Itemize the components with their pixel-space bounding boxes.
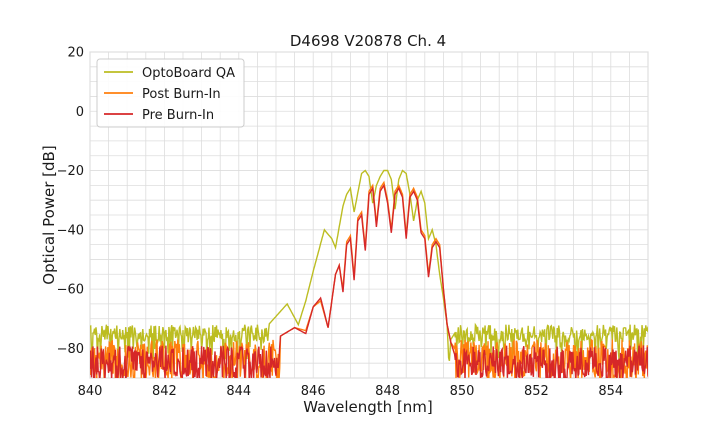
legend-label: OptoBoard QA [142, 66, 235, 81]
y-axis-ticks: 20 0 −20 −40 −60 −80 [57, 46, 84, 357]
series-line [90, 169, 648, 361]
x-tick-label: 848 [375, 384, 400, 399]
x-tick-label: 852 [524, 384, 549, 399]
x-tick-label: 854 [598, 384, 623, 399]
legend: OptoBoard QA Post Burn-In Pre Burn-In [96, 58, 245, 128]
y-tick-label: 20 [67, 46, 84, 61]
legend-box [96, 58, 245, 128]
x-axis-ticks: 840 842 844 846 848 850 852 854 [78, 384, 624, 399]
y-tick-label: −60 [57, 283, 84, 298]
y-tick-label: −20 [57, 164, 84, 179]
series-group [90, 169, 648, 378]
x-tick-label: 840 [78, 384, 103, 399]
legend-label: Post Burn-In [142, 87, 221, 102]
x-tick-label: 844 [226, 384, 251, 399]
chart-title: D4698 V20878 Ch. 4 [290, 32, 446, 50]
x-axis-label: Wavelength [nm] [303, 398, 433, 416]
y-tick-label: −40 [57, 223, 84, 238]
x-tick-label: 842 [152, 384, 177, 399]
legend-label: Pre Burn-In [142, 108, 214, 123]
y-tick-label: 0 [76, 105, 84, 120]
y-axis-label: Optical Power [dB] [40, 145, 58, 284]
x-tick-label: 850 [450, 384, 475, 399]
series-line [90, 183, 648, 378]
y-tick-label: −80 [57, 342, 84, 357]
x-tick-label: 846 [301, 384, 326, 399]
